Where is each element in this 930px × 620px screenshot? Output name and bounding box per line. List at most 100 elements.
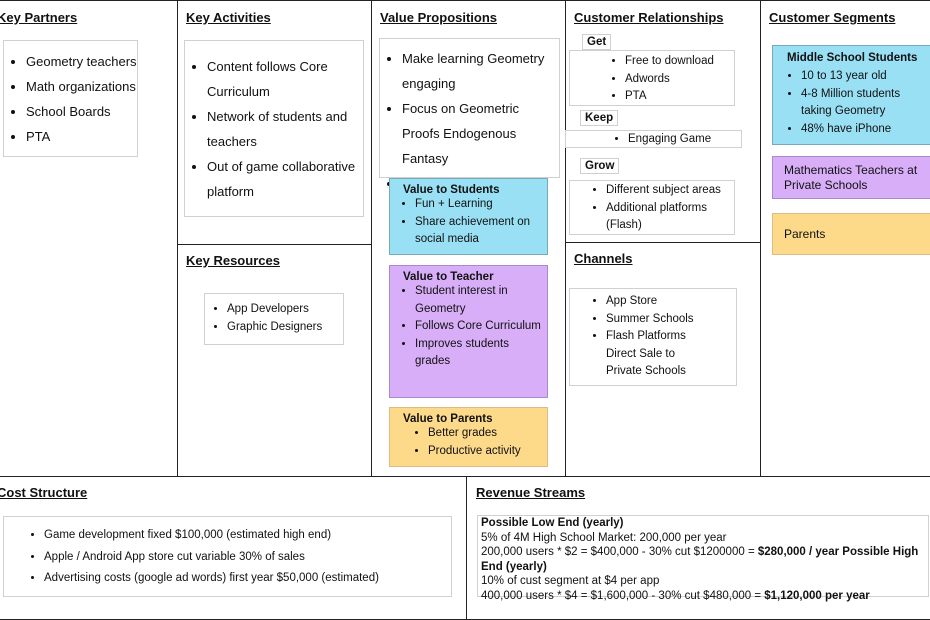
section-title: Value Propositions: [380, 10, 498, 25]
list-box: Free to downloadAdwordsPTA: [569, 50, 735, 106]
list-item: Geometry teachers: [26, 49, 137, 74]
list-item: Additional platforms (Flash): [606, 200, 734, 235]
text-span: 200,000 users * $2 = $400,000 - 30% cut …: [481, 546, 758, 558]
list-item: Free to download: [625, 53, 734, 71]
text-line: 10% of cust segment at $4 per app: [481, 574, 928, 589]
list: Free to downloadAdwordsPTA: [603, 53, 734, 106]
list-item: Game development fixed $100,000 (estimat…: [44, 525, 451, 547]
list-item: Follows Core Curriculum: [415, 318, 543, 336]
list-box: Content follows Core CurriculumNetwork o…: [184, 40, 364, 217]
border: [0, 476, 930, 477]
list: Different subject areasAdditional platfo…: [584, 182, 734, 235]
section-title: Channels: [574, 251, 633, 266]
border: [565, 242, 760, 243]
list: Content follows Core CurriculumNetwork o…: [185, 54, 359, 204]
border: [177, 244, 371, 245]
section-title: Key Partners: [0, 10, 78, 25]
text-box: Possible Low End (yearly) 5% of 4M High S…: [477, 515, 929, 602]
box-title: Value to Teacher: [403, 271, 494, 283]
section-title: Revenue Streams: [476, 485, 586, 500]
list-item: 48% have iPhone: [801, 121, 930, 139]
list-item: PTA: [625, 88, 734, 106]
box-title: Value to Parents: [403, 413, 493, 425]
list-item: Adwords: [625, 71, 734, 89]
list-item: Share achievement on social media: [415, 214, 543, 249]
list-box: App StoreSummer SchoolsFlash PlatformsDi…: [569, 288, 737, 386]
list-item: Improves students grades: [415, 336, 543, 371]
text-line: 5% of 4M High School Market: 200,000 per…: [481, 531, 928, 546]
list-item: Math organizations: [26, 74, 137, 99]
list-item: Out of game collaborative platform: [207, 154, 359, 204]
value-box: Value to TeacherStudent interest in Geom…: [389, 265, 548, 398]
list: Better gradesProductive activity: [403, 425, 543, 460]
list-note: Direct Sale to Private Schools: [606, 347, 686, 378]
text-span: 400,000 users * $4 = $1,600,000 - 30% cu…: [481, 589, 765, 602]
list-box: Make learning Geometry engagingFocus on …: [379, 38, 560, 191]
list-item: Summer Schools: [606, 311, 706, 329]
border: [371, 0, 372, 476]
list-item: App Store: [606, 293, 706, 311]
list-item: Flash Platforms: [606, 328, 706, 346]
list-item: Network of students and teachers: [207, 104, 359, 154]
segment-box: Parents: [772, 213, 930, 255]
list: Make learning Geometry engagingFocus on …: [380, 46, 559, 196]
list-item: 4-8 Million students taking Geometry: [801, 86, 930, 121]
list: Engaging Game: [606, 131, 741, 149]
border: [565, 0, 566, 476]
list-item: Engaging Game: [628, 131, 741, 149]
section-title: Key Resources: [186, 253, 280, 268]
list: Student interest in GeometryFollows Core…: [403, 283, 543, 371]
list: 10 to 13 year old4-8 Million students ta…: [787, 68, 930, 138]
list-item: Graphic Designers: [227, 319, 343, 337]
list-item: Advertising costs (google ad words) firs…: [44, 568, 451, 590]
list: Game development fixed $100,000 (estimat…: [22, 525, 451, 590]
list-box: Geometry teachersMath organizationsSchoo…: [3, 40, 138, 157]
text-span: $280,000 / year Possible High End (yearl…: [481, 546, 919, 573]
list-item: Make learning Geometry engaging: [402, 46, 559, 96]
section-title: Customer Relationships: [574, 10, 724, 25]
list-item: Fun + Learning: [415, 196, 543, 214]
box-title: Value to Students: [403, 184, 500, 196]
list-item: 10 to 13 year old: [801, 68, 930, 86]
section-title: Cost Structure: [0, 485, 88, 500]
list: App StoreSummer SchoolsFlash Platforms: [584, 293, 706, 346]
value-box: Value to StudentsFun + LearningShare ach…: [389, 178, 548, 255]
segment-box: Mathematics Teachers at Private Schools: [772, 156, 930, 199]
group-label: Keep: [580, 110, 619, 126]
list-item: Content follows Core Curriculum: [207, 54, 359, 104]
list: Fun + LearningShare achievement on socia…: [403, 196, 543, 249]
list: Geometry teachersMath organizationsSchoo…: [4, 49, 137, 149]
list-item: Focus on Geometric Proofs Endogenous Fan…: [402, 96, 559, 171]
section-title: Customer Segments: [769, 10, 896, 25]
list-item: Student interest in Geometry: [415, 283, 543, 318]
list-box: Different subject areasAdditional platfo…: [569, 180, 735, 235]
text-span: 10% of cust segment at $4 per app: [481, 575, 660, 587]
list-item: Apple / Android App store cut variable 3…: [44, 547, 451, 569]
list-item: Different subject areas: [606, 182, 734, 200]
value-box: Value to ParentsBetter gradesProductive …: [389, 407, 548, 467]
text-span: 5% of 4M High School Market: 200,000 per…: [481, 531, 727, 544]
border: [466, 476, 467, 620]
box-title: Middle School Students: [787, 52, 918, 64]
border: [0, 0, 930, 1]
text-span: $1,120,000 per year: [764, 589, 870, 602]
section-title: Key Activities: [186, 10, 271, 25]
list-box: Game development fixed $100,000 (estimat…: [3, 516, 452, 597]
list-box: App DevelopersGraphic Designers: [204, 293, 344, 345]
list: App DevelopersGraphic Designers: [205, 301, 343, 336]
list-item: School Boards: [26, 99, 137, 124]
list-item: App Developers: [227, 301, 343, 319]
group-label: Get: [582, 34, 612, 50]
text-line: 200,000 users * $2 = $400,000 - 30% cut …: [481, 545, 928, 574]
list-item: Better grades: [428, 425, 543, 443]
text-line: Possible Low End (yearly): [481, 516, 928, 531]
group-label: Grow: [580, 158, 620, 174]
list-box: Engaging Game: [565, 130, 742, 148]
segment-box: Middle School Students10 to 13 year old4…: [772, 45, 930, 145]
text-line: 400,000 users * $4 = $1,600,000 - 30% cu…: [481, 589, 928, 604]
border: [760, 0, 761, 476]
list-item: Productive activity: [428, 443, 543, 461]
border: [177, 0, 178, 476]
text-span: Possible Low End (yearly): [481, 517, 624, 529]
